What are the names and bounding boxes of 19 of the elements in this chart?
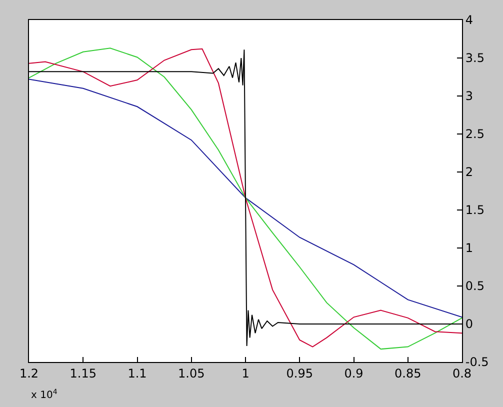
y-tick-label: 3 [465, 89, 474, 104]
y-tick-label: 0.5 [465, 279, 484, 294]
x-tick-label: 1.2 [19, 366, 39, 380]
x-tick-label: 1.15 [70, 366, 96, 380]
line-series [29, 78, 462, 318]
y-tick-label: 2.5 [465, 127, 484, 142]
y-tick-label: 2 [465, 165, 474, 180]
y-tick-label: 3.5 [465, 51, 484, 66]
x-tick-label: 0.9 [344, 366, 364, 380]
x-tick-label: 0.95 [286, 366, 313, 380]
y-tick-label: 0 [465, 317, 474, 332]
x-tick-label: 0.85 [394, 366, 422, 380]
x-tick-label: 1 [242, 366, 250, 380]
y-tick-label: 1.5 [465, 203, 484, 218]
y-tick-label: 1 [465, 241, 474, 256]
x-tick-label: 1.1 [128, 366, 147, 380]
x-tick-label: 1.05 [178, 366, 205, 380]
text: x 10$^{4}$ [31, 388, 58, 402]
y-tick-label: 4 [465, 13, 474, 28]
